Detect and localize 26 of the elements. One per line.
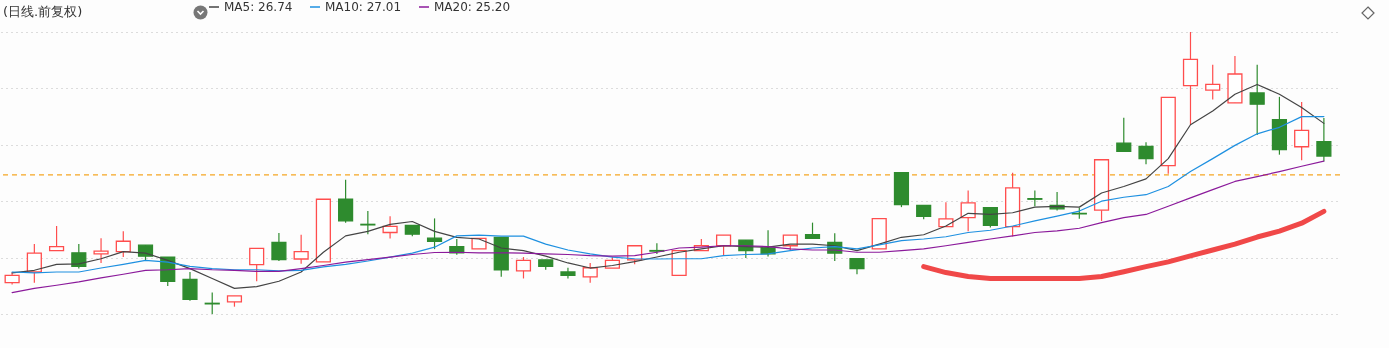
- candlestick: [715, 234, 732, 257]
- legend-label: MA5: 26.74: [224, 0, 293, 14]
- candlestick: [26, 243, 42, 284]
- candlestick: [1294, 101, 1310, 161]
- candlestick: [360, 210, 376, 235]
- candlestick: [271, 232, 287, 262]
- candlestick: [1116, 117, 1132, 152]
- candlestick: [1205, 64, 1221, 100]
- candlestick: [1316, 117, 1332, 162]
- candlestick: [1249, 64, 1265, 136]
- candlestick: [1138, 141, 1154, 165]
- candlestick: [338, 179, 354, 224]
- candlestick: [48, 225, 65, 252]
- legend-label: MA10: 27.01: [325, 0, 402, 14]
- candlestick: [293, 234, 309, 265]
- candlestick: [249, 247, 265, 282]
- candlestick: [93, 237, 109, 264]
- chart-title: (日线.前复权): [3, 3, 83, 21]
- candlestick: [960, 189, 976, 232]
- candlestick: [382, 215, 398, 240]
- candlestick: [982, 207, 998, 229]
- legend-label: MA20: 25.20: [434, 0, 511, 14]
- candlestick: [515, 256, 532, 280]
- candlestick: [182, 271, 198, 302]
- candlestick: [426, 217, 443, 250]
- candlestick: [71, 243, 87, 270]
